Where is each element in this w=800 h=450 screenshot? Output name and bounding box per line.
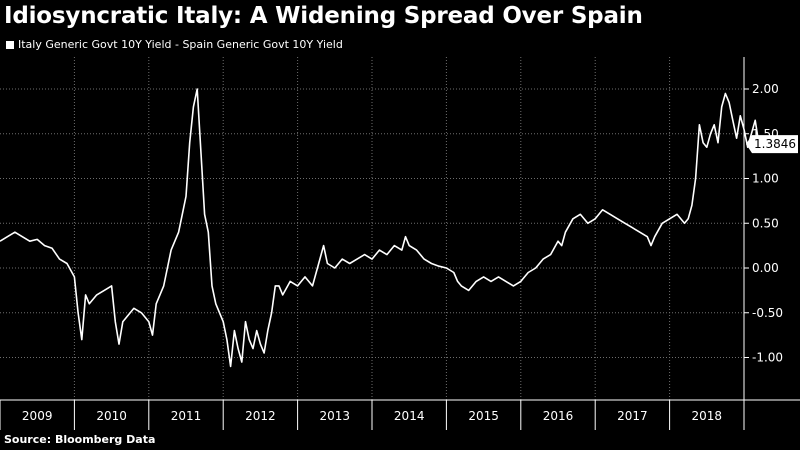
y-tick-label: 0.00 [752,261,779,275]
y-tick-label: 0.50 [752,216,779,230]
x-tick-label: 2015 [468,409,499,423]
source-note: Source: Bloomberg Data [4,433,156,446]
legend: Italy Generic Govt 10Y Yield - Spain Gen… [6,38,343,51]
chart-title: Idiosyncratic Italy: A Widening Spread O… [4,3,643,29]
x-tick-label: 2016 [543,409,574,423]
y-tick-label: -0.50 [752,306,783,320]
last-value-label: 1.3846 [754,137,796,151]
x-tick-label: 2010 [96,409,127,423]
last-value-box [746,135,798,154]
x-tick-label: 2011 [171,409,202,423]
x-tick-label: 2017 [617,409,648,423]
legend-label: Italy Generic Govt 10Y Yield - Spain Gen… [18,38,343,51]
y-tick-label: -1.00 [752,351,783,365]
y-tick-label: 1.00 [752,172,779,186]
gridlines [0,57,745,400]
series-line [0,88,760,368]
x-tick-label: 2012 [245,409,276,423]
axes [0,57,800,430]
x-tick-label: 2014 [394,409,425,423]
last-value-callout: 1.3846 [746,135,798,154]
x-tick-label: 2013 [320,409,351,423]
x-tick-label: 2018 [692,409,723,423]
x-tick-label: 2009 [22,409,53,423]
y-tick-label: 2.00 [752,82,779,96]
legend-swatch [6,40,14,49]
